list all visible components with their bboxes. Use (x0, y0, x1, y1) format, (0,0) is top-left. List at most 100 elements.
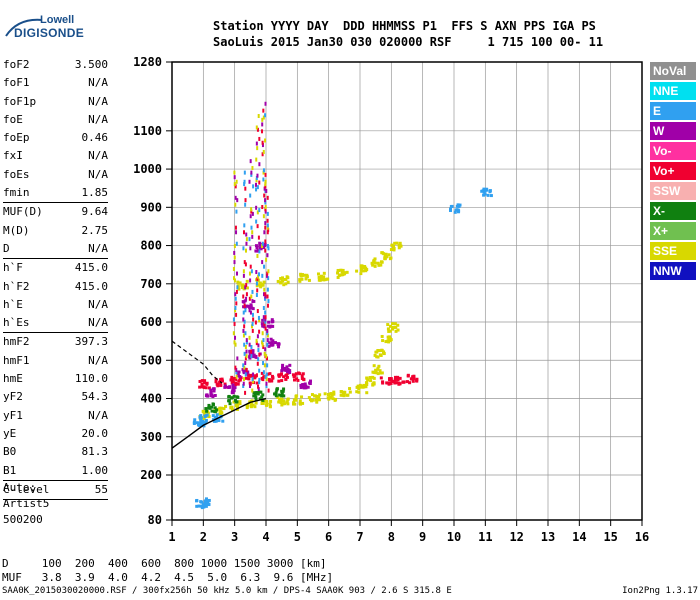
param-name: yF1 (3, 408, 23, 422)
echo-point (482, 193, 486, 197)
echo-point (379, 263, 383, 267)
auto-scaling-info: Auto: Artist5 500200 (3, 480, 49, 528)
echo-point (234, 381, 238, 385)
echo-point (263, 264, 266, 269)
echo-point (242, 328, 245, 333)
echo-point (393, 381, 397, 385)
echo-point (199, 420, 203, 424)
echo-point (415, 378, 419, 382)
file-info: SAA0K_2015030020000.RSF / 300fx256h 50 k… (2, 586, 452, 596)
echo-point (251, 403, 255, 407)
echo-point (374, 368, 378, 372)
param-name: foEs (3, 167, 30, 181)
echo-point (315, 400, 319, 404)
echo-point (220, 377, 224, 381)
echo-point (384, 252, 388, 256)
echo-point (371, 375, 375, 379)
echo-point (317, 275, 321, 279)
echo-point (279, 280, 283, 284)
echo-point (336, 271, 340, 275)
echo-point (232, 389, 236, 393)
echo-point (195, 421, 199, 425)
param-name: yF2 (3, 390, 23, 404)
echo-point (339, 268, 343, 272)
echo-point (359, 272, 363, 276)
x-tick-label: 4 (262, 530, 269, 544)
echo-point (406, 373, 410, 377)
echo-point (262, 149, 265, 154)
echo-point (249, 193, 252, 198)
echo-point (361, 269, 365, 273)
echo-point (203, 499, 207, 503)
echo-point (263, 324, 266, 329)
echo-point (250, 269, 253, 274)
echo-point (205, 409, 209, 413)
echo-point (260, 282, 264, 286)
echo-point (265, 381, 268, 386)
echo-point (264, 225, 267, 230)
echo-point (483, 187, 487, 191)
echo-point (263, 193, 266, 198)
echo-point (263, 292, 266, 297)
echo-point (270, 320, 274, 324)
echo-point (388, 335, 392, 339)
echo-point (322, 271, 326, 275)
echo-point (264, 347, 267, 352)
echo-point (251, 328, 254, 333)
echo-point (360, 384, 364, 388)
echo-point (373, 257, 377, 261)
echo-point (252, 379, 255, 384)
echo-point (256, 146, 259, 151)
echo-point (348, 390, 352, 394)
param-row: yF1 N/A (3, 407, 108, 425)
echo-point (379, 371, 383, 375)
echo-point (358, 385, 362, 389)
echo-point (292, 402, 296, 406)
echo-point (198, 385, 202, 389)
echo-point (257, 357, 260, 362)
echo-point (376, 355, 380, 359)
echo-point (247, 304, 251, 308)
echo-point (292, 398, 296, 402)
echo-point (243, 179, 246, 184)
echo-point (245, 232, 248, 237)
echo-point (258, 246, 262, 250)
echo-point (457, 209, 461, 213)
echo-point (215, 382, 219, 386)
echo-point (266, 230, 269, 235)
echo-point (258, 368, 261, 373)
echo-point (252, 299, 256, 303)
legend-item: NoVal (650, 62, 696, 80)
echo-point (280, 389, 284, 393)
echo-point (261, 241, 264, 246)
echo-point (202, 385, 206, 389)
echo-point (249, 304, 253, 308)
param-name: hmE (3, 372, 23, 386)
echo-point (261, 122, 264, 127)
echo-point (260, 371, 264, 375)
echo-point (274, 394, 278, 398)
echo-point (238, 378, 242, 382)
legend-item: E (650, 102, 696, 120)
param-separator (3, 258, 108, 260)
echo-point (249, 246, 252, 251)
param-value: 81.3 (81, 445, 109, 459)
x-tick-label: 10 (447, 530, 461, 544)
echo-point (211, 402, 215, 406)
echo-point (341, 268, 345, 272)
echo-point (383, 257, 387, 261)
param-name: hmF2 (3, 335, 30, 349)
echo-point (235, 289, 238, 294)
echo-point (255, 125, 258, 130)
echo-point (237, 379, 241, 383)
x-tick-label: 1 (168, 530, 175, 544)
x-tick-label: 2 (200, 530, 207, 544)
echo-point (202, 417, 206, 421)
echo-point (250, 207, 253, 212)
echo-point (252, 372, 255, 377)
echo-point (262, 214, 265, 219)
echo-point (375, 350, 379, 354)
echo-point (396, 378, 400, 382)
echo-point (236, 370, 240, 374)
echo-point (380, 334, 384, 338)
